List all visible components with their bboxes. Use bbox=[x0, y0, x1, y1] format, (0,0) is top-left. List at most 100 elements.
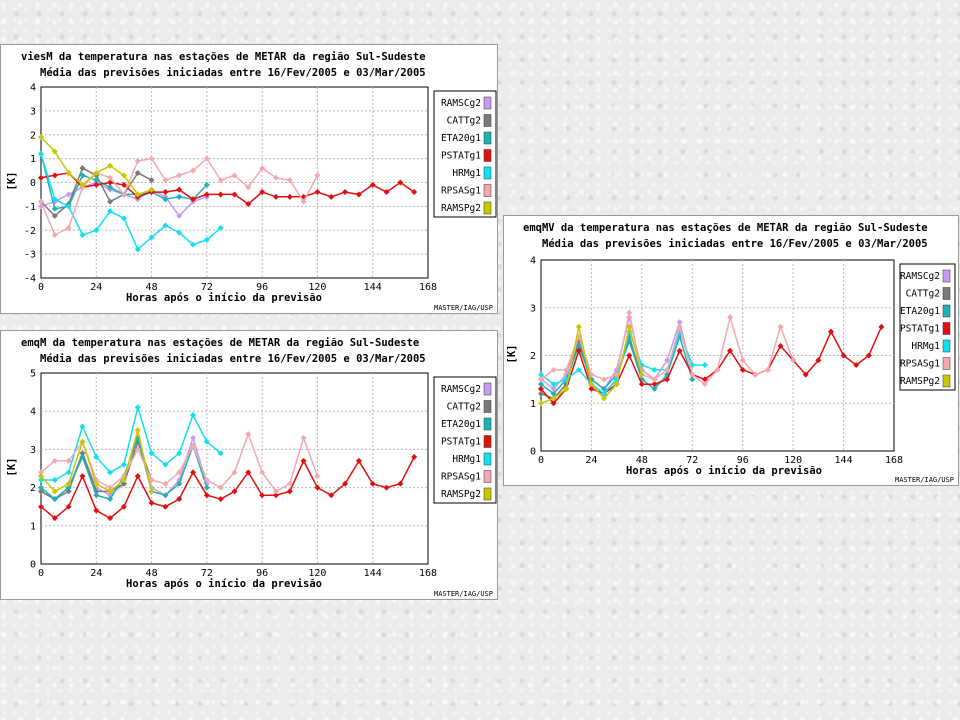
legend-label: RAMSCg2 bbox=[441, 384, 481, 395]
data-point bbox=[176, 496, 183, 503]
y-tick-label: 4 bbox=[30, 83, 36, 94]
data-point bbox=[865, 352, 872, 359]
series-group bbox=[38, 134, 418, 253]
data-point bbox=[93, 507, 100, 514]
data-point bbox=[550, 381, 557, 388]
data-point bbox=[601, 390, 608, 397]
x-tick-label: 0 bbox=[38, 282, 44, 293]
y-tick-label: 2 bbox=[530, 351, 536, 362]
data-point bbox=[134, 158, 141, 165]
legend-swatch bbox=[483, 435, 492, 448]
x-tick-label: 48 bbox=[146, 568, 158, 579]
legend-swatch bbox=[483, 131, 492, 145]
data-point bbox=[148, 476, 155, 483]
x-tick-label: 0 bbox=[538, 455, 544, 466]
data-point bbox=[664, 357, 671, 364]
x-tick-label: 120 bbox=[308, 568, 326, 579]
data-point bbox=[550, 395, 557, 402]
data-point bbox=[701, 381, 708, 388]
data-point bbox=[79, 450, 86, 457]
data-point bbox=[411, 454, 418, 461]
data-point bbox=[272, 492, 279, 499]
data-point bbox=[203, 492, 210, 499]
data-point bbox=[79, 181, 86, 188]
data-point bbox=[79, 232, 86, 239]
data-point bbox=[107, 496, 114, 503]
data-point bbox=[538, 376, 544, 383]
legend-label: CATTg2 bbox=[447, 402, 481, 413]
data-point bbox=[134, 473, 141, 480]
data-point bbox=[355, 457, 362, 464]
data-point bbox=[120, 461, 127, 468]
data-point bbox=[664, 376, 671, 383]
x-tick-label: 72 bbox=[201, 282, 213, 293]
data-point bbox=[300, 198, 307, 205]
data-point bbox=[65, 224, 72, 231]
data-point bbox=[148, 186, 155, 193]
data-point bbox=[176, 450, 183, 457]
data-point bbox=[286, 480, 293, 487]
data-point bbox=[176, 186, 183, 193]
data-point bbox=[383, 484, 390, 491]
data-point bbox=[134, 427, 141, 434]
chart-viesm: viesM da temperatura nas estações de MET… bbox=[6, 51, 497, 312]
data-point bbox=[626, 352, 633, 359]
data-point bbox=[38, 488, 44, 495]
y-tick-label: -2 bbox=[24, 226, 36, 237]
data-point bbox=[203, 476, 210, 483]
data-point bbox=[245, 184, 252, 191]
data-point bbox=[217, 484, 224, 491]
data-point bbox=[601, 376, 608, 383]
data-point bbox=[51, 172, 58, 179]
data-point bbox=[638, 371, 645, 378]
gridlines bbox=[541, 260, 894, 451]
data-point bbox=[162, 189, 169, 196]
data-point bbox=[231, 469, 238, 476]
x-tick-label: 24 bbox=[90, 282, 102, 293]
legend-swatch bbox=[483, 487, 492, 501]
y-tick-label: 5 bbox=[30, 369, 36, 380]
series-group bbox=[38, 404, 418, 522]
data-point bbox=[651, 376, 658, 383]
legend-label: ETA20g1 bbox=[441, 419, 481, 430]
series-line-pstatg1 bbox=[40, 456, 415, 520]
x-tick-label: 168 bbox=[419, 568, 437, 579]
data-point bbox=[259, 165, 266, 172]
y-tick-label: 3 bbox=[30, 106, 36, 117]
data-point bbox=[190, 412, 197, 419]
x-tick-label: 48 bbox=[146, 282, 158, 293]
data-point bbox=[575, 323, 582, 330]
data-point bbox=[203, 484, 210, 491]
data-point bbox=[38, 469, 44, 476]
data-point bbox=[120, 181, 127, 188]
data-point bbox=[601, 385, 608, 392]
data-point bbox=[79, 473, 86, 480]
data-point bbox=[538, 381, 544, 388]
legend-label: RAMSPg2 bbox=[900, 376, 940, 387]
data-point bbox=[588, 381, 595, 388]
x-tick-label: 168 bbox=[419, 282, 437, 293]
chart-title: viesM da temperatura nas estações de MET… bbox=[21, 51, 426, 63]
data-point bbox=[664, 366, 671, 373]
data-point bbox=[51, 212, 58, 219]
data-point bbox=[176, 212, 183, 219]
data-point bbox=[613, 381, 620, 388]
legend-label: ETA20g1 bbox=[441, 133, 481, 144]
data-point bbox=[134, 169, 141, 176]
data-point bbox=[134, 404, 141, 411]
data-point bbox=[65, 457, 72, 464]
data-point bbox=[176, 193, 183, 200]
data-point bbox=[162, 461, 169, 468]
data-point bbox=[802, 371, 809, 378]
data-point bbox=[190, 167, 197, 174]
data-point bbox=[107, 174, 114, 181]
data-point bbox=[840, 352, 847, 359]
legend-swatch bbox=[942, 374, 951, 388]
x-tick-label: 96 bbox=[256, 568, 268, 579]
data-point bbox=[51, 515, 58, 522]
legend-label: RPSASg1 bbox=[900, 359, 940, 370]
data-point bbox=[65, 484, 72, 491]
data-point bbox=[38, 174, 44, 181]
data-point bbox=[134, 246, 141, 253]
data-point bbox=[107, 179, 114, 186]
